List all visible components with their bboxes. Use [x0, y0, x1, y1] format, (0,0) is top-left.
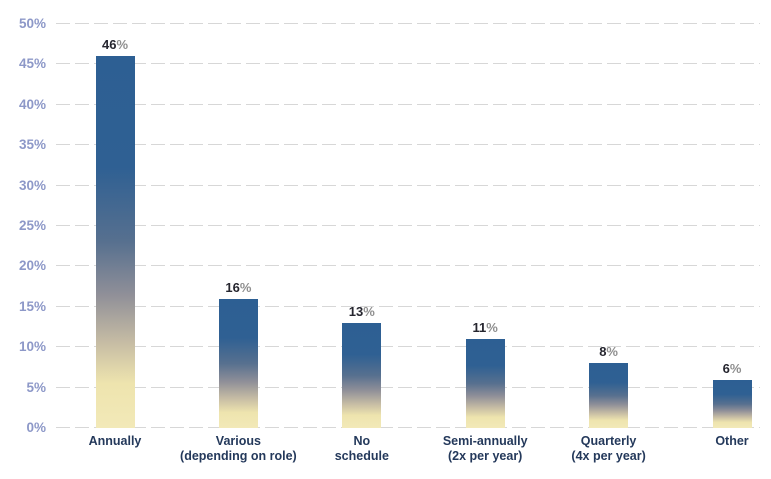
- x-category-label-semi-annually: Semi-annually (2x per year): [442, 434, 528, 463]
- bar-value-percent-sign: %: [606, 344, 618, 360]
- bar-value-number: 16: [225, 279, 240, 295]
- bar-value-number: 13: [348, 303, 364, 319]
- gridline: [56, 144, 760, 146]
- y-tick-label: 0%: [26, 420, 46, 435]
- x-category-label-quarterly: Quarterly (4x per year): [571, 434, 646, 463]
- bar-value-label: 6%: [692, 361, 771, 376]
- bar-other: [712, 379, 752, 428]
- gridline: [56, 63, 760, 65]
- gridline: [56, 23, 760, 24]
- bar-value-label: 8%: [569, 344, 649, 359]
- bar-value-percent-sign: %: [729, 360, 742, 376]
- x-category-label-no: No schedule: [334, 434, 389, 463]
- y-tick-label: 50%: [18, 16, 46, 31]
- y-tick-label: 15%: [18, 298, 46, 314]
- y-tick-label: 10%: [18, 339, 46, 355]
- bar-value-number: 8: [599, 344, 607, 360]
- bar-quarterly: [589, 363, 629, 428]
- bar-value-label: 46%: [75, 37, 155, 52]
- y-tick-label: 35%: [18, 137, 46, 153]
- plot-area: [56, 23, 760, 428]
- bar-semi-annually: [465, 339, 505, 428]
- bar-value-label: 13%: [322, 304, 402, 319]
- gridline: [56, 427, 760, 428]
- bar-value-label: 11%: [445, 320, 525, 335]
- bar-value-label: 16%: [198, 280, 278, 295]
- x-category-label-various: Various (depending on role): [180, 434, 297, 463]
- gridline: [56, 346, 760, 348]
- gridline: [56, 265, 760, 267]
- gridline: [56, 386, 760, 388]
- bar-various: [218, 298, 258, 428]
- gridline: [56, 305, 760, 307]
- bar-value-percent-sign: %: [239, 279, 252, 295]
- gridline: [56, 225, 760, 226]
- gridline: [56, 184, 760, 186]
- bar-value-number: 11: [472, 320, 487, 336]
- gridline: [56, 103, 760, 105]
- y-tick-label: 25%: [18, 218, 46, 233]
- bar-annually: [95, 56, 135, 428]
- bar-value-percent-sign: %: [486, 320, 498, 336]
- x-category-label-other: Other: [715, 434, 749, 448]
- x-category-label-annually: Annually: [88, 434, 142, 448]
- y-tick-label: 20%: [18, 258, 46, 274]
- y-tick-label: 30%: [18, 177, 46, 193]
- bar-value-percent-sign: %: [116, 37, 129, 53]
- y-tick-label: 40%: [18, 96, 46, 112]
- bar-value-number: 46: [101, 37, 117, 53]
- bar-value-number: 6: [722, 360, 730, 376]
- y-tick-label: 5%: [26, 379, 46, 395]
- y-tick-label: 45%: [18, 56, 46, 72]
- bar-no: [342, 322, 382, 428]
- bar-value-percent-sign: %: [363, 303, 375, 319]
